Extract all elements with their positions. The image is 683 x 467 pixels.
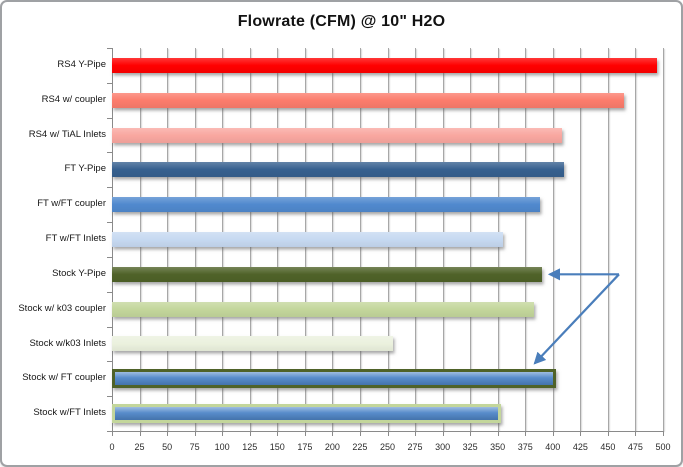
x-axis-tick — [139, 431, 141, 436]
gridline — [525, 48, 527, 431]
x-axis-tick-label: 275 — [407, 442, 423, 452]
y-axis-tick — [107, 48, 112, 49]
y-axis-tick — [107, 117, 112, 119]
gridline — [607, 48, 609, 431]
gridline — [552, 48, 554, 431]
x-axis-tick-label: 425 — [572, 442, 588, 452]
x-axis-tick — [580, 431, 582, 436]
x-axis-tick — [552, 431, 554, 436]
x-axis-tick — [167, 431, 169, 436]
bar-ft-w-ft-coupler[interactable] — [112, 197, 540, 213]
x-axis-tick-label: 250 — [379, 442, 396, 452]
x-axis-tick — [525, 431, 527, 436]
bar-rs4-y-pipe[interactable] — [112, 57, 658, 73]
bar-stock-y-pipe[interactable] — [112, 266, 542, 282]
x-axis-tick — [607, 431, 609, 436]
bar-rs4-w-coupler[interactable] — [112, 92, 625, 108]
x-axis-tick-label: 325 — [462, 442, 478, 452]
x-axis-line — [111, 431, 664, 432]
bar-stock-w-ft-coupler[interactable] — [112, 369, 556, 389]
x-axis-tick — [470, 431, 472, 436]
y-axis-tick — [107, 222, 112, 224]
y-axis-tick — [107, 152, 112, 154]
gridline — [635, 48, 637, 431]
x-axis-tick — [332, 431, 334, 436]
category-label-rs4-y-pipe: RS4 Y-Pipe — [57, 59, 106, 70]
x-axis-tick-label: 150 — [269, 442, 285, 452]
y-axis-tick — [107, 326, 112, 328]
y-axis-tick — [107, 361, 112, 363]
x-axis-tick-label: 350 — [490, 442, 506, 452]
y-axis-tick — [107, 82, 112, 84]
x-axis-tick — [359, 431, 361, 436]
y-axis-tick — [107, 187, 112, 189]
category-label-ft-y-pipe: FT Y-Pipe — [64, 163, 106, 175]
x-axis-tick-label: 0 — [109, 442, 115, 452]
gridline — [580, 48, 582, 431]
x-axis-tick-label: 125 — [242, 442, 258, 452]
category-label-stock-w-k03-inlets: Stock w/k03 Inlets — [29, 337, 106, 349]
x-axis-tick-label: 475 — [627, 442, 643, 452]
x-axis-tick-label: 450 — [600, 442, 616, 452]
category-label-ft-w-ft-inlets: FT w/FT Inlets — [45, 233, 106, 245]
x-axis-tick-label: 300 — [435, 442, 451, 452]
x-axis-tick-label: 100 — [214, 442, 230, 452]
x-axis-tick-label: 200 — [324, 442, 340, 452]
y-axis-tick — [107, 256, 112, 258]
x-axis-tick — [635, 431, 637, 436]
category-label-ft-w-ft-coupler: FT w/FT coupler — [37, 198, 106, 210]
x-axis-tick-label: 25 — [134, 442, 145, 452]
bar-stock-w-k03-inlets[interactable] — [112, 336, 393, 352]
x-axis-tick — [277, 431, 279, 436]
category-label-stock-w-k03-coupler: Stock w/ k03 coupler — [18, 302, 106, 314]
x-axis-tick — [387, 431, 389, 436]
category-label-stock-w-ft-coupler: Stock w/ FT coupler — [22, 372, 106, 384]
category-label-stock-w-ft-inlets: Stock w/FT Inlets — [33, 407, 106, 419]
x-axis-tick-label: 225 — [352, 442, 368, 452]
x-axis-tick-label: 175 — [297, 442, 313, 452]
x-axis-tick — [497, 431, 499, 436]
x-axis-tick — [442, 431, 444, 436]
y-axis-tick — [107, 396, 112, 398]
bar-ft-w-ft-inlets[interactable] — [112, 232, 504, 247]
x-axis-tick — [415, 431, 417, 436]
x-axis-tick-label: 75 — [189, 442, 200, 452]
x-axis-tick — [222, 431, 224, 436]
x-axis-tick — [194, 431, 196, 436]
x-axis-tick — [249, 431, 251, 436]
bar-stock-w-ft-inlets[interactable] — [112, 404, 501, 424]
x-axis-tick — [663, 431, 664, 436]
x-axis-tick-label: 50 — [162, 442, 173, 452]
x-axis-tick-label: 375 — [517, 442, 533, 452]
gridline — [663, 48, 664, 431]
x-axis-tick-label: 400 — [545, 442, 561, 452]
bar-ft-y-pipe[interactable] — [112, 162, 564, 178]
bar-stock-w-k03-coupler[interactable] — [112, 301, 535, 317]
bar-rs4-w-tial-inlets[interactable] — [112, 127, 562, 143]
category-label-rs4-w-coupler: RS4 w/ coupler — [41, 93, 106, 105]
category-label-stock-y-pipe: Stock Y-Pipe — [52, 267, 106, 279]
y-axis-tick — [107, 431, 112, 432]
x-axis-tick — [112, 431, 113, 436]
y-axis-tick — [107, 291, 112, 293]
x-axis-tick-label: 500 — [655, 442, 671, 452]
chart-title: Flowrate (CFM) @ 10" H2O — [237, 13, 446, 30]
category-label-rs4-w-tial-inlets: RS4 w/ TiAL Inlets — [28, 128, 106, 140]
x-axis-tick — [304, 431, 306, 436]
